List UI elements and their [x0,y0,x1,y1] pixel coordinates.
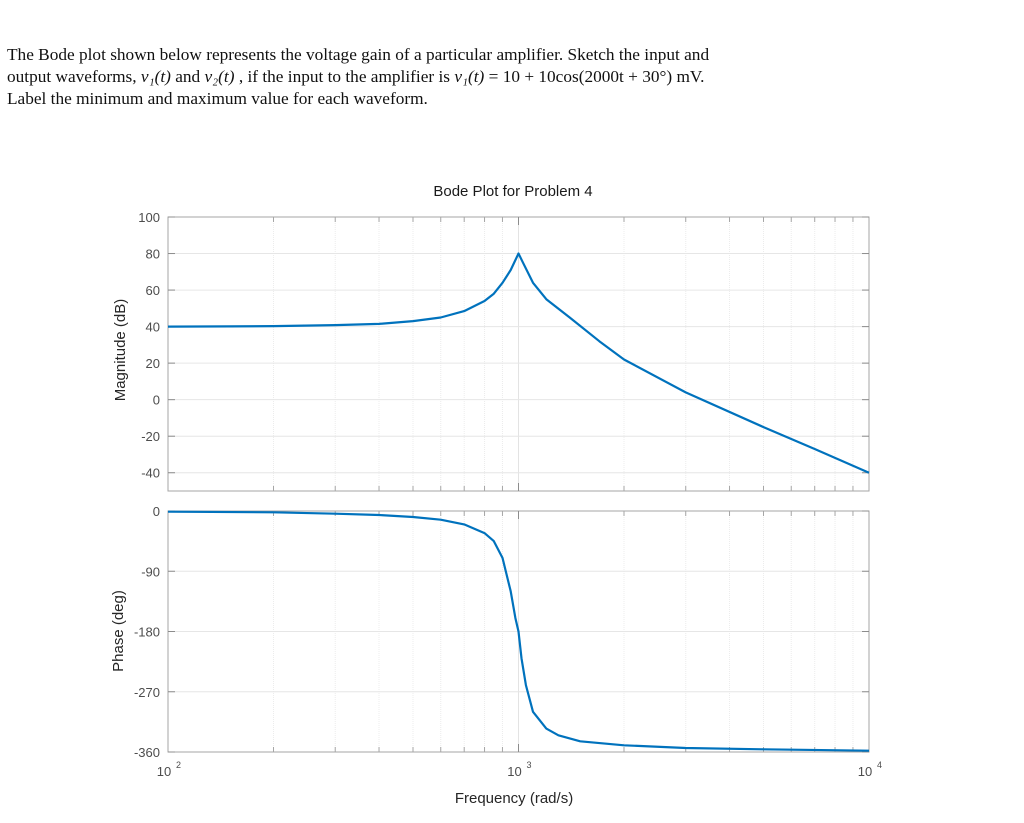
magnitude-grid [168,216,869,491]
y-tick-label: 80 [146,247,160,262]
y-tick-label: -20 [141,429,160,444]
problem-line-3: Label the minimum and maximum value for … [7,89,428,108]
text: , if the input to the amplifier is [234,67,455,86]
x-tick-label: 10 [858,764,872,779]
problem-statement: The Bode plot shown below represents the… [7,44,817,110]
frequency-xlabel: Frequency (rad/s) [455,790,573,807]
y-tick-label: -180 [134,625,160,640]
y-tick-label: 20 [146,356,160,371]
y-tick-label: -40 [141,466,160,481]
problem-line-1: The Bode plot shown below represents the… [7,45,710,64]
text: and [170,67,205,86]
x-tick-exponent: 3 [527,760,532,770]
magnitude-ylabel: Magnitude (dB) [112,299,129,402]
phase-curve [167,510,870,752]
frequency-x-ticks: 10 2 10 3 10 4 [157,760,882,779]
y-tick-label: -90 [141,564,160,579]
v2-symbol: v₂(t) [204,67,235,86]
chart-title: Bode Plot for Problem 4 [433,183,592,200]
x-tick-label: 10 [157,764,171,779]
y-tick-label: 100 [138,210,160,225]
x-tick-label: 10 [507,764,521,779]
y-tick-label: -270 [134,685,160,700]
y-tick-label: 0 [153,504,160,519]
y-tick-label: 40 [146,320,160,335]
v1-symbol: v₁(t) [140,67,171,86]
problem-line-2: output waveforms, v₁(t) and v₂(t) , if t… [7,66,817,88]
phase-ylabel: Phase (deg) [110,590,127,672]
y-tick-label: 0 [153,393,160,408]
magnitude-curve [167,252,870,474]
text: output waveforms, [7,67,141,86]
y-tick-label: 60 [146,283,160,298]
x-tick-exponent: 2 [176,760,181,770]
v1-symbol: v₁(t) [454,67,485,86]
input-equation: = 10 + 10cos(2000t + 30°) mV. [484,67,705,86]
y-tick-label: -360 [134,745,160,760]
x-tick-exponent: 4 [877,760,882,770]
magnitude-y-ticks: 100 80 60 40 20 0 -20 -40 [138,210,869,491]
